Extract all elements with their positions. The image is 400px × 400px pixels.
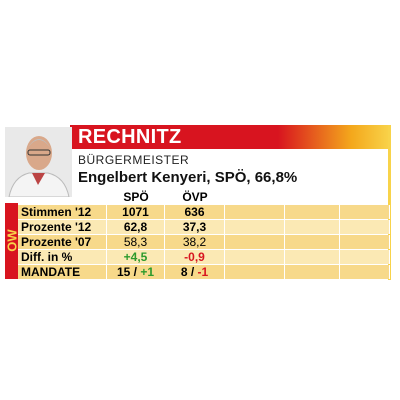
cell-text: 37,3 <box>182 220 207 234</box>
cell <box>340 205 390 219</box>
cell-text: -0,9 <box>184 250 205 264</box>
side-strip: OW <box>5 203 20 279</box>
cell-text: 636 <box>184 205 205 219</box>
mayor: Engelbert Kenyeri, SPÖ, 66,8% <box>78 169 298 186</box>
cell: -0,9 <box>165 250 225 264</box>
cell <box>340 250 390 264</box>
town-title: RECHNITZ <box>78 126 182 148</box>
row-label: Prozente '07 <box>18 235 107 249</box>
column-header: ÖVP <box>182 190 208 204</box>
cell: 636 <box>165 205 225 219</box>
cell: 58,3 <box>107 235 165 249</box>
row-label: Diff. in % <box>18 250 107 264</box>
cell: 62,8 <box>107 220 165 234</box>
cell <box>285 235 340 249</box>
cell: 8 / -1 <box>165 265 225 279</box>
table-row: MANDATE 15 / +1 8 / -1 <box>18 265 390 279</box>
cell <box>340 235 390 249</box>
cell-text: 58,3 <box>123 235 148 249</box>
cell <box>285 265 340 279</box>
photo <box>5 127 72 197</box>
cell: 37,3 <box>165 220 225 234</box>
cell-text: 38,2 <box>182 235 207 249</box>
cell <box>285 205 340 219</box>
cell <box>225 220 285 234</box>
row-label: Prozente '12 <box>18 220 107 234</box>
cell-text: -1 <box>197 265 209 279</box>
table-row: Prozente '07 58,3 38,2 <box>18 235 390 249</box>
cell <box>340 265 390 279</box>
cell-text: 8 / <box>180 265 195 279</box>
edge <box>388 125 391 280</box>
cell: 15 / +1 <box>107 265 165 279</box>
cell-text: +4,5 <box>123 250 148 264</box>
header-bar <box>70 125 390 149</box>
table-row: Diff. in % +4,5 -0,9 <box>18 250 390 264</box>
cell <box>225 265 285 279</box>
cell-text: 62,8 <box>123 220 148 234</box>
subtitle: BÜRGERMEISTER <box>78 153 190 167</box>
table-row: Stimmen '12 1071 636 <box>18 205 390 219</box>
cell <box>225 205 285 219</box>
cell-text: +1 <box>140 265 155 279</box>
cell <box>340 220 390 234</box>
row-label: Stimmen '12 <box>18 205 107 219</box>
cell: +4,5 <box>107 250 165 264</box>
column-header: SPÖ <box>123 190 149 204</box>
cell <box>225 235 285 249</box>
cell <box>225 250 285 264</box>
cell: 1071 <box>107 205 165 219</box>
row-label: MANDATE <box>18 265 107 279</box>
table-row: Prozente '12 62,8 37,3 <box>18 220 390 234</box>
cell <box>285 250 340 264</box>
cell <box>285 220 340 234</box>
cell: 38,2 <box>165 235 225 249</box>
cell-text: 1071 <box>122 205 149 219</box>
cell-text: 15 / <box>116 265 137 279</box>
